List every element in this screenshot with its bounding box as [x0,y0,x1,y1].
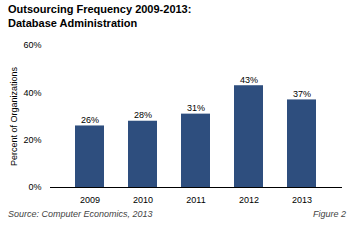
html-text:Figure 2: Figure 2 [313,208,346,219]
svg-text:2010: 2010 [133,194,153,204]
svg-text:2011: 2011 [186,194,205,204]
svg-text:31%: 31% [187,103,205,113]
svg-text:2013: 2013 [292,194,312,204]
svg-text:20%: 20% [23,135,41,145]
svg-text:60%: 60% [23,40,41,50]
svg-text:2009: 2009 [80,194,100,204]
svg-text:37%: 37% [293,88,311,98]
svg-text:26%: 26% [81,114,99,124]
svg-text:40%: 40% [23,87,41,97]
svg-text:43%: 43% [240,74,258,84]
svg-text:2012: 2012 [239,194,259,204]
svg-text:28%: 28% [134,110,152,120]
html-text:Outsourcing Frequency 2009-201: Outsourcing Frequency 2009-2013: Databas… [8,3,192,29]
svg-text:0%: 0% [28,182,41,192]
html-text:Source: Computer Economics, 20: Source: Computer Economics, 2013 [8,208,153,219]
svg-text:Percent of Organizations: Percent of Organizations [9,66,19,166]
